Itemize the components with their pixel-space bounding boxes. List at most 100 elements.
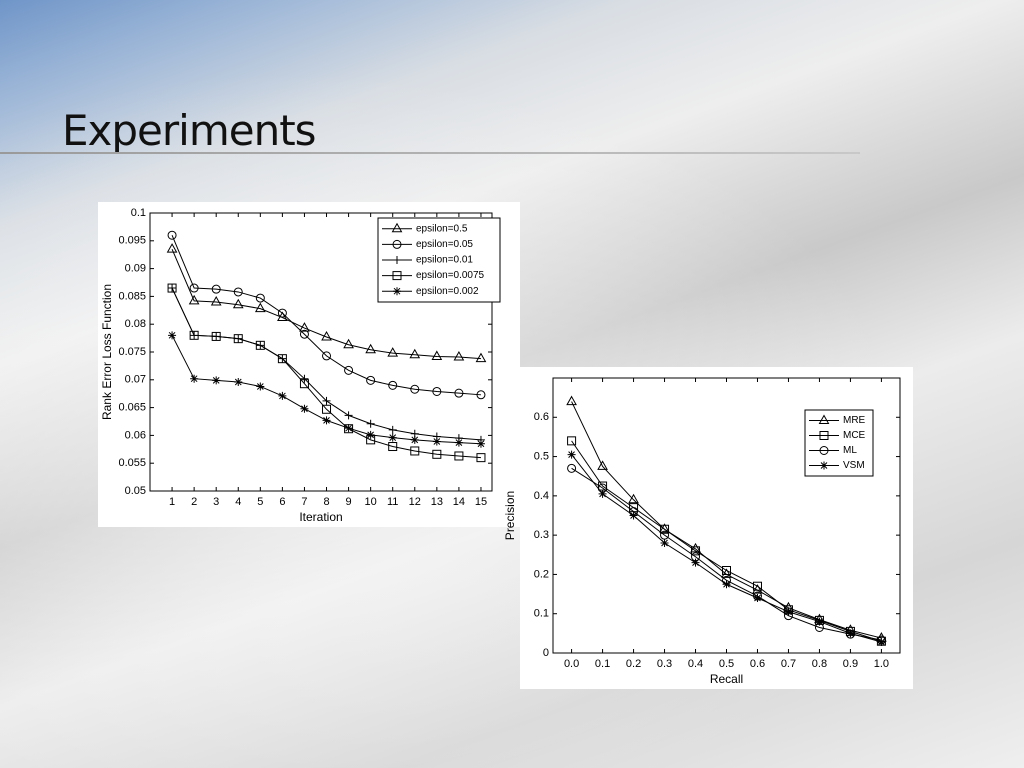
marker — [189, 330, 199, 340]
marker — [299, 329, 309, 339]
x-tick-label: 6 — [279, 496, 285, 508]
series-line — [571, 440, 882, 642]
marker — [387, 347, 399, 357]
marker — [322, 416, 331, 425]
legend-label: VSM — [843, 460, 865, 471]
marker — [752, 581, 762, 591]
y-axis-label: Rank Error Loss Function — [100, 284, 114, 420]
x-tick-label: 0.1 — [595, 658, 610, 670]
marker — [344, 424, 353, 433]
marker — [475, 352, 487, 363]
legend-marker — [820, 461, 828, 470]
x-tick-label: 0.2 — [626, 658, 641, 670]
legend-label: epsilon=0.05 — [416, 239, 473, 250]
marker — [210, 295, 222, 306]
marker — [432, 386, 442, 396]
y-tick-label: 0.085 — [118, 290, 146, 302]
legend-label: MRE — [843, 415, 866, 426]
marker — [476, 453, 486, 463]
legend-label: epsilon=0.5 — [416, 223, 468, 234]
legend-marker — [819, 446, 829, 455]
marker — [322, 351, 332, 361]
y-tick-label: 0.08 — [125, 318, 146, 330]
series-line — [171, 287, 482, 459]
x-tick-label: 0.9 — [843, 658, 858, 670]
marker — [660, 539, 669, 547]
x-axis-label: Iteration — [299, 510, 342, 524]
marker — [190, 374, 199, 383]
marker — [344, 365, 354, 375]
marker — [256, 382, 265, 391]
legend-label: MCE — [843, 430, 866, 441]
y-tick-label: 0.075 — [118, 346, 146, 358]
marker — [598, 489, 607, 498]
y-tick-label: 0.05 — [125, 485, 146, 497]
marker — [255, 293, 265, 303]
marker — [255, 340, 265, 350]
series-line — [171, 248, 482, 360]
y-tick-label: 0.5 — [534, 450, 549, 462]
marker — [815, 617, 824, 626]
y-tick-label: 0.3 — [534, 529, 549, 541]
marker — [454, 451, 464, 461]
marker — [476, 390, 486, 400]
marker — [366, 419, 375, 428]
marker — [321, 330, 332, 341]
marker — [454, 388, 464, 398]
marker — [597, 460, 608, 470]
marker — [322, 396, 331, 405]
marker — [168, 331, 177, 340]
marker — [166, 243, 178, 253]
marker — [277, 308, 287, 318]
marker — [690, 542, 701, 553]
y-axis-label: Precision — [503, 491, 517, 540]
marker — [432, 437, 441, 446]
legend-marker — [818, 414, 830, 424]
marker — [212, 376, 221, 385]
marker — [188, 294, 200, 305]
x-tick-label: 1.0 — [874, 658, 889, 670]
marker — [877, 638, 886, 646]
marker — [660, 524, 670, 534]
marker — [189, 283, 199, 293]
x-tick-label: 7 — [301, 496, 307, 508]
x-tick-label: 0.7 — [781, 658, 796, 670]
marker — [234, 378, 243, 387]
marker — [167, 230, 177, 240]
y-tick-label: 0.4 — [534, 490, 549, 502]
marker — [691, 558, 700, 567]
x-tick-label: 9 — [346, 496, 352, 508]
y-tick-label: 0.6 — [534, 411, 549, 423]
marker — [476, 439, 485, 448]
marker — [846, 629, 855, 638]
y-tick-label: 0.2 — [534, 568, 549, 580]
marker — [366, 375, 376, 385]
marker — [211, 284, 221, 294]
y-tick-label: 0.1 — [131, 207, 146, 219]
series-line — [171, 235, 482, 396]
marker — [629, 511, 638, 520]
marker — [432, 449, 442, 459]
marker — [784, 607, 793, 616]
x-tick-label: 8 — [323, 496, 329, 508]
y-tick-label: 0.065 — [118, 402, 146, 414]
marker — [410, 384, 420, 394]
marker — [211, 331, 221, 341]
x-tick-label: 13 — [431, 496, 443, 508]
marker — [300, 404, 309, 413]
marker — [167, 283, 177, 293]
x-tick-label: 12 — [409, 496, 421, 508]
marker — [233, 287, 243, 297]
marker — [388, 425, 397, 434]
x-tick-label: 5 — [257, 496, 263, 508]
marker — [722, 566, 731, 575]
marker — [409, 348, 421, 359]
marker — [343, 338, 354, 349]
marker — [454, 438, 463, 447]
marker — [566, 395, 577, 406]
marker — [431, 350, 443, 360]
legend-label: epsilon=0.0075 — [416, 270, 485, 281]
x-tick-label: 3 — [213, 496, 219, 508]
